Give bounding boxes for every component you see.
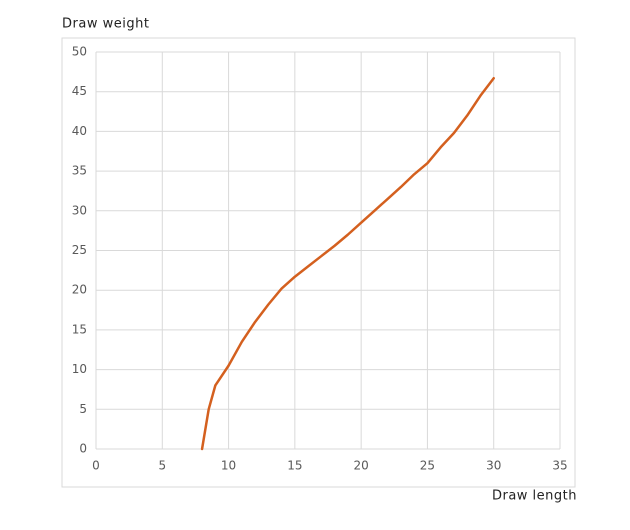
x-tick-label: 15 (287, 459, 302, 473)
x-tick-label: 25 (420, 459, 435, 473)
y-tick-label: 50 (72, 45, 87, 59)
y-tick-label: 15 (72, 322, 87, 336)
y-tick-label: 25 (72, 243, 87, 257)
x-tick-label: 20 (354, 459, 369, 473)
y-tick-label: 10 (72, 362, 87, 376)
x-tick-label: 10 (221, 459, 236, 473)
y-tick-label: 0 (79, 442, 87, 456)
x-axis-title: Draw length (492, 489, 577, 504)
y-tick-label: 30 (72, 203, 87, 217)
x-tick-label: 35 (552, 459, 567, 473)
x-tick-label: 5 (158, 459, 166, 473)
y-tick-label: 35 (72, 164, 87, 178)
y-tick-label: 40 (72, 124, 87, 138)
y-tick-label: 5 (79, 402, 87, 416)
chart-frame (61, 37, 576, 488)
y-axis-title: Draw weight (62, 17, 149, 32)
data-line (200, 76, 495, 451)
x-tick-label: 30 (486, 459, 501, 473)
y-tick-label: 45 (72, 84, 87, 98)
y-tick-label: 20 (72, 283, 87, 297)
x-tick-label: 0 (92, 459, 100, 473)
